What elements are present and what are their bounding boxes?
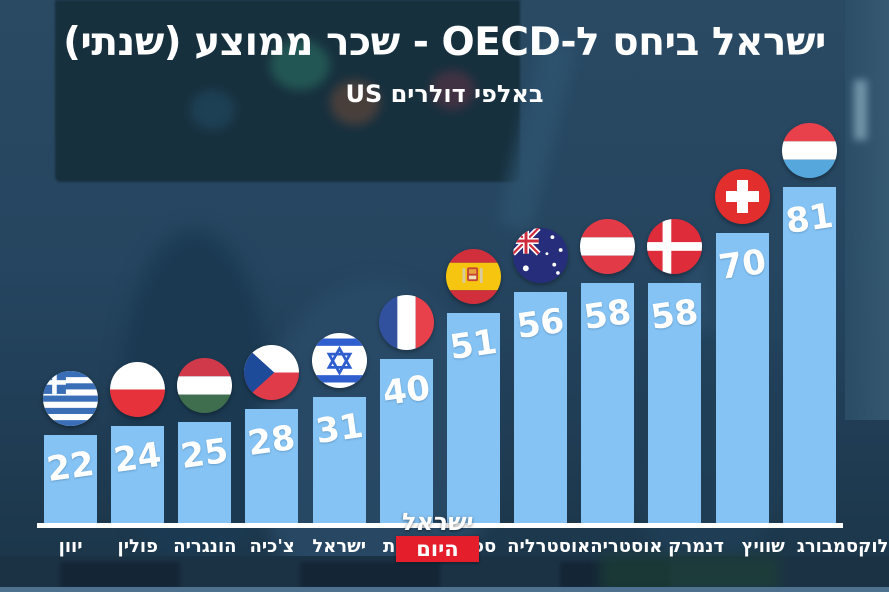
axis-label-israel: ישראל	[312, 536, 367, 557]
bar-column-czechia: 28	[238, 112, 305, 527]
window-light-shape	[854, 80, 867, 140]
bar-switzerland: 70	[715, 233, 769, 527]
bar-greece: 22	[44, 435, 97, 527]
israel-hayom-logo: ישראל היום	[396, 508, 479, 562]
bar-spain: 51	[446, 313, 500, 527]
x-axis-labels: יוון פולין הונגריה צ'כיה ישראל צרפת ספרד…	[37, 536, 889, 557]
axis-label-denmark: דנמרק	[668, 536, 724, 557]
bar-luxembourg: 81	[782, 187, 836, 527]
bar-australia: 56	[514, 292, 568, 527]
axis-label-luxembourg: לוקסמבורג	[796, 536, 889, 557]
bar-column-australia: 56	[507, 112, 574, 527]
bar-israel: 31	[312, 397, 366, 527]
bar-denmark: 58	[648, 283, 702, 527]
flag-switzerland-icon	[714, 169, 770, 224]
bar-value: 58	[581, 291, 634, 339]
bar-column-france: 40	[373, 112, 440, 527]
bar-value: 22	[44, 443, 97, 491]
bar-value: 58	[648, 291, 702, 339]
flag-hungary-icon	[177, 358, 233, 413]
axis-label-hungary: הונגריה	[173, 536, 237, 557]
flag-austria-icon	[580, 219, 636, 274]
bar-hungary: 25	[178, 422, 232, 527]
flag-australia-icon	[513, 228, 569, 283]
bar-column-greece: 22	[37, 112, 104, 527]
bar-column-spain: 51	[440, 112, 507, 527]
flag-france-icon	[378, 295, 434, 350]
bar-value: 24	[111, 434, 164, 482]
bar-column-poland: 24	[104, 112, 171, 527]
bar-value: 28	[245, 417, 299, 465]
bar-chart: 22 24 25 28 31 40 51 56	[37, 112, 843, 527]
bar-value: 56	[514, 300, 567, 348]
flag-denmark-icon	[647, 219, 703, 274]
bar-france: 40	[379, 359, 433, 527]
axis-label-australia: אוסטרליה	[507, 536, 591, 557]
chart-subtitle: באלפי דולרים US	[345, 80, 544, 108]
flag-czechia-icon	[244, 345, 300, 400]
bar-value: 40	[380, 367, 433, 415]
blackboard-art-shape	[270, 40, 330, 90]
axis-label-greece: יוון	[58, 536, 83, 557]
bar-value: 25	[178, 430, 232, 478]
axis-label-czechia: צ'כיה	[249, 536, 295, 557]
axis-label-switzerland: שוויץ	[741, 536, 785, 557]
flag-luxembourg-icon	[781, 123, 837, 178]
axis-label-austria: אוסטריה	[590, 536, 663, 557]
bar-value: 51	[447, 321, 500, 369]
bar-value: 81	[782, 195, 836, 243]
flag-greece-icon	[43, 371, 98, 426]
bar-column-switzerland: 70	[709, 112, 776, 527]
bar-column-israel: 31	[306, 112, 373, 527]
blackboard-art-shape	[190, 90, 235, 130]
flag-poland-icon	[110, 362, 166, 417]
x-axis-line	[37, 523, 843, 528]
bar-poland: 24	[111, 426, 165, 527]
chart-title: ישראל ביחס ל-OECD - שכר ממוצע (שנתי)	[63, 20, 826, 65]
desk-shape	[300, 562, 440, 588]
bar-value: 70	[715, 241, 769, 289]
background-blob	[600, 555, 780, 592]
bar-column-denmark: 58	[641, 112, 708, 527]
desk-shape	[60, 562, 180, 588]
blackboard-art-shape	[430, 70, 475, 110]
bar-column-austria: 58	[574, 112, 641, 527]
blackboard-art-shape	[330, 80, 380, 125]
logo-word-hayom: היום	[396, 536, 479, 562]
bar-austria: 58	[581, 283, 635, 527]
wall-panel-shape	[845, 0, 889, 420]
flag-spain-icon	[445, 249, 501, 304]
bar-column-hungary: 25	[171, 112, 238, 527]
bar-value: 31	[312, 405, 366, 453]
floor-edge-strip	[0, 587, 889, 592]
flag-israel-icon	[311, 333, 367, 388]
axis-label-poland: פולין	[117, 536, 158, 557]
bar-column-luxembourg: 81	[776, 112, 843, 527]
logo-word-israel: ישראל	[400, 508, 475, 536]
bar-czechia: 28	[245, 409, 299, 527]
